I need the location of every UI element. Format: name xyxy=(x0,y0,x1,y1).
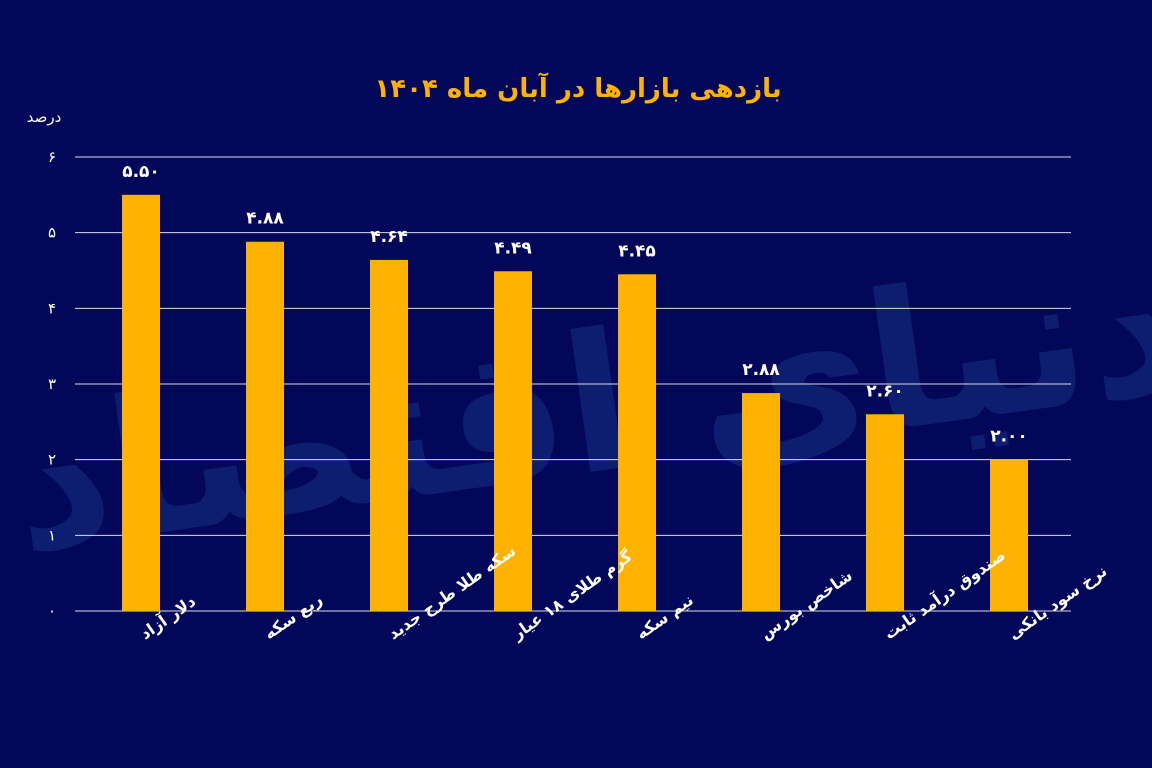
data-label: ۴.۶۴ xyxy=(370,227,408,247)
watermark-logo: دنیای اقتصاد xyxy=(0,213,1152,596)
data-label: ۵.۵۰ xyxy=(122,162,160,182)
bars xyxy=(122,194,1028,612)
bar xyxy=(246,241,284,611)
y-tick-label: ۱ xyxy=(48,526,56,544)
y-tick-label: ۳ xyxy=(48,375,56,393)
y-axis-label: درصد xyxy=(27,108,62,126)
bar xyxy=(866,414,904,611)
data-label: ۲.۶۰ xyxy=(866,381,904,401)
data-label: ۴.۸۸ xyxy=(246,209,284,229)
bar xyxy=(990,459,1028,611)
bar xyxy=(742,393,780,611)
bar xyxy=(494,271,532,611)
y-tick-label: ۶ xyxy=(48,148,56,166)
bar xyxy=(370,259,408,611)
y-tick-label: ۵ xyxy=(48,224,56,242)
bar xyxy=(122,194,160,612)
data-label: ۲.۰۰ xyxy=(990,427,1028,447)
y-tick-label: ۰ xyxy=(48,602,56,620)
bar xyxy=(618,274,656,611)
y-tick-label: ۲ xyxy=(48,451,56,469)
data-label: ۲.۸۸ xyxy=(742,360,780,380)
gridlines xyxy=(75,156,1071,612)
chart-title: بازدهی بازارها در آبان ماه ۱۴۰۴ xyxy=(374,72,781,104)
data-label: ۴.۴۹ xyxy=(494,238,532,258)
y-tick-label: ۴ xyxy=(48,299,56,317)
data-label: ۴.۴۵ xyxy=(618,241,656,261)
